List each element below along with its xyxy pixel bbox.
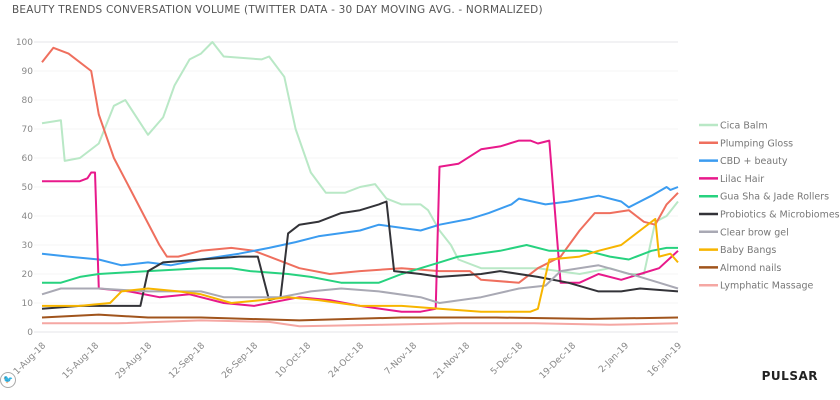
x-tick-label: 10-Oct-18 [274,341,313,380]
legend-label: Probiotics & Microbiomes [720,210,840,221]
legend-label: Cica Balm [720,121,768,132]
series-line-clear-brow-gel [41,264,679,304]
x-tick-label: 12-Sep-18 [167,341,207,381]
x-tick-label: 7-Nov-18 [383,341,419,377]
series-line-probiotics-microbiomes [41,200,679,310]
y-tick-label: 50 [22,183,34,193]
y-tick-label: 40 [22,212,34,222]
legend-label: Plumping Gloss [720,138,793,149]
series-line-plumping-gloss [41,46,679,284]
y-tick-label: 70 [22,125,34,135]
pulsar-logo: PULSAR [761,369,818,383]
y-tick-label: 0 [27,328,33,338]
x-tick-label: 26-Sep-18 [220,341,260,381]
x-tick-label: 1-Aug-18 [12,341,48,377]
x-tick-label: 24-Oct-18 [327,341,366,380]
y-tick-label: 90 [22,67,34,77]
x-tick-label: 15-Aug-18 [61,341,101,381]
y-tick-label: 10 [22,299,34,309]
legend-label: Almond nails [720,263,781,274]
legend-label: CBD + beauty [720,156,788,167]
y-tick-label: 80 [22,96,34,106]
legend-label: Clear brow gel [720,227,789,238]
x-tick-label: 21-Nov-18 [432,341,472,381]
x-tick-label: 16-Jan-19 [646,341,684,379]
x-tick-label: 2-Jan-19 [597,341,631,375]
y-tick-label: 100 [16,38,33,48]
x-tick-label: 5-Dec-18 [489,341,525,377]
y-tick-label: 20 [22,270,34,280]
legend-label: Lymphatic Massage [720,281,814,292]
series-line-baby-bangs [42,217,679,313]
series-line-almond-nails [41,313,679,322]
twitter-icon[interactable]: 🐦 [0,372,16,388]
chart-title: BEAUTY TRENDS CONVERSATION VOLUME (TWITT… [12,4,543,16]
legend-label: Lilac Hair [720,174,764,185]
x-tick-label: 19-Dec-18 [538,341,578,381]
y-tick-label: 30 [22,241,34,251]
y-tick-label: 60 [22,154,34,164]
legend-label: Gua Sha & Jade Rollers [720,192,829,203]
legend-label: Baby Bangs [720,245,776,256]
x-tick-label: 29-Aug-18 [114,341,154,381]
series-line-lymphatic-massage [42,319,679,328]
